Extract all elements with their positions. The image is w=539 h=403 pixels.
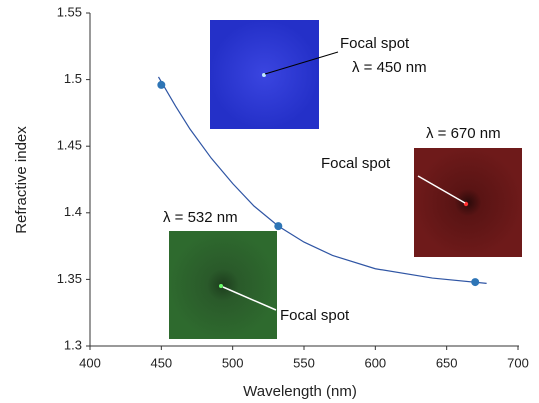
x-tick-label: 500 bbox=[222, 355, 244, 370]
x-tick-label: 400 bbox=[79, 355, 101, 370]
focal-spot bbox=[219, 284, 223, 288]
data-point bbox=[157, 81, 165, 89]
y-tick-label: 1.4 bbox=[64, 204, 82, 219]
data-point bbox=[274, 222, 282, 230]
annotation: λ = 670 nm bbox=[426, 125, 501, 142]
x-tick-label: 700 bbox=[507, 355, 529, 370]
y-tick-label: 1.45 bbox=[57, 138, 82, 153]
x-tick-label: 550 bbox=[293, 355, 315, 370]
annotation: λ = 532 nm bbox=[163, 209, 238, 226]
x-axis-title: Wavelength (nm) bbox=[243, 383, 357, 400]
annotation: Focal spot bbox=[321, 155, 391, 172]
annotation: Focal spot bbox=[340, 35, 410, 52]
y-tick-label: 1.3 bbox=[64, 337, 82, 352]
y-tick-label: 1.55 bbox=[57, 4, 82, 19]
inset-image-red bbox=[414, 148, 522, 257]
annotation: λ = 450 nm bbox=[352, 59, 427, 76]
x-tick-label: 450 bbox=[150, 355, 172, 370]
chart: Wavelength (nm) Refractive index 1.3 1.35… bbox=[0, 0, 539, 403]
x-tick-label: 650 bbox=[436, 355, 458, 370]
annotation: Focal spot bbox=[280, 307, 350, 324]
data-point bbox=[471, 278, 479, 286]
y-tick-label: 1.35 bbox=[57, 271, 82, 286]
y-tick-label: 1.5 bbox=[64, 71, 82, 86]
inset-image-green bbox=[169, 231, 277, 339]
x-tick-label: 600 bbox=[364, 355, 386, 370]
y-axis-title: Refractive index bbox=[13, 126, 30, 234]
insets bbox=[169, 20, 522, 339]
